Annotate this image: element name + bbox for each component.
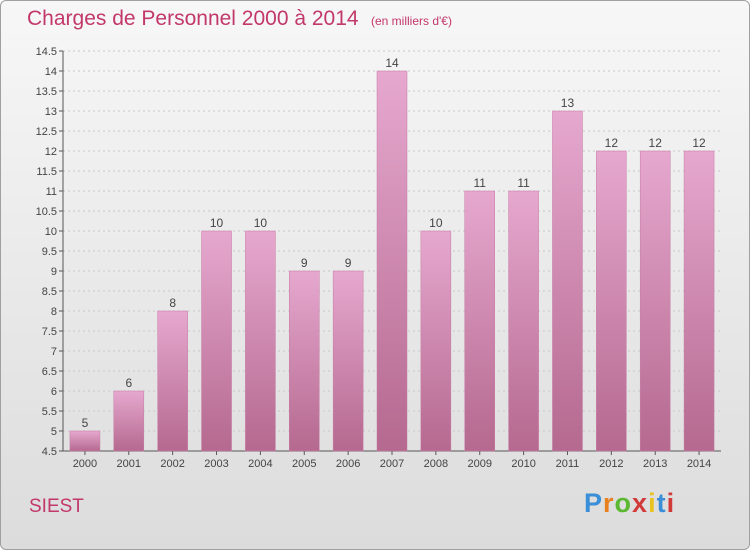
bar-value-label: 12	[649, 136, 663, 150]
y-tick-label: 6.5	[42, 366, 57, 378]
bar-2014	[683, 150, 715, 452]
bar-2002	[157, 310, 188, 452]
bar-2013	[639, 150, 671, 452]
x-tick-label: 2006	[336, 458, 360, 470]
y-tick-label: 4.5	[42, 446, 57, 458]
y-tick-label: 10.5	[36, 206, 57, 218]
bar-value-label: 10	[254, 216, 268, 230]
y-tick-label: 11	[46, 186, 57, 198]
x-tick-label: 2013	[643, 458, 667, 470]
bar-value-label: 10	[210, 216, 224, 230]
bar-value-label: 9	[345, 256, 352, 270]
bar-value-label: 12	[605, 136, 619, 150]
y-tick-label: 12	[45, 146, 57, 158]
y-tick-label: 5	[51, 426, 57, 438]
proxiti-logo: Proxiti	[584, 488, 676, 518]
bar-2006	[332, 270, 364, 452]
bar-2000	[69, 430, 101, 452]
x-tick-label: 2011	[556, 458, 580, 470]
y-tick-label: 13	[45, 106, 57, 118]
x-tick-label: 2001	[117, 458, 141, 470]
bar-2008	[420, 230, 452, 452]
bar-2007	[376, 70, 408, 452]
y-tick-label: 11.5	[36, 166, 57, 178]
x-tick-label: 2009	[467, 458, 491, 470]
bar-2009	[464, 190, 495, 452]
bar-2001	[113, 390, 145, 452]
bar-value-label: 12	[692, 136, 706, 150]
bar-value-label: 9	[301, 256, 308, 270]
chart-subtitle: (en milliers d'€)	[371, 14, 452, 28]
y-tick-label: 13.5	[36, 86, 57, 98]
y-tick-label: 9.5	[42, 246, 57, 258]
x-tick-label: 2003	[204, 458, 228, 470]
y-tick-label: 6	[51, 386, 57, 398]
bar-2012	[596, 150, 627, 452]
y-tick-label: 5.5	[42, 406, 57, 418]
x-tick-label: 2010	[511, 458, 535, 470]
y-tick-label: 8	[51, 306, 57, 318]
y-tick-label: 7	[51, 346, 57, 358]
bar-2005	[289, 270, 320, 452]
commune-name: SIEST	[29, 496, 84, 517]
y-tick-label: 7.5	[42, 326, 57, 338]
y-tick-label: 12.5	[36, 126, 57, 138]
bar-value-label: 14	[385, 56, 399, 70]
bar-value-label: 11	[473, 176, 486, 190]
x-tick-label: 2008	[424, 458, 448, 470]
bar-2004	[245, 230, 276, 452]
bar-2011	[552, 110, 583, 452]
chart-title: Charges de Personnel 2000 à 2014	[27, 7, 359, 30]
bar-value-label: 8	[169, 296, 176, 310]
x-tick-label: 2014	[687, 458, 711, 470]
bar-2010	[508, 190, 539, 452]
x-tick-label: 2005	[292, 458, 316, 470]
x-tick-label: 2007	[380, 458, 404, 470]
x-tick-label: 2004	[248, 458, 272, 470]
x-tick-label: 2000	[73, 458, 97, 470]
bar-value-label: 6	[125, 376, 132, 390]
bar-value-label: 10	[429, 216, 443, 230]
y-tick-label: 14	[45, 66, 57, 78]
x-tick-label: 2012	[599, 458, 623, 470]
bar-2003	[201, 230, 232, 452]
bar-value-label: 11	[517, 176, 530, 190]
bar-value-label: 5	[82, 416, 89, 430]
y-tick-label: 10	[45, 226, 57, 238]
bar-value-label: 13	[561, 96, 575, 110]
y-tick-label: 14.5	[36, 46, 57, 58]
y-tick-label: 9	[51, 266, 57, 278]
x-tick-label: 2002	[160, 458, 184, 470]
y-tick-label: 8.5	[42, 286, 57, 298]
